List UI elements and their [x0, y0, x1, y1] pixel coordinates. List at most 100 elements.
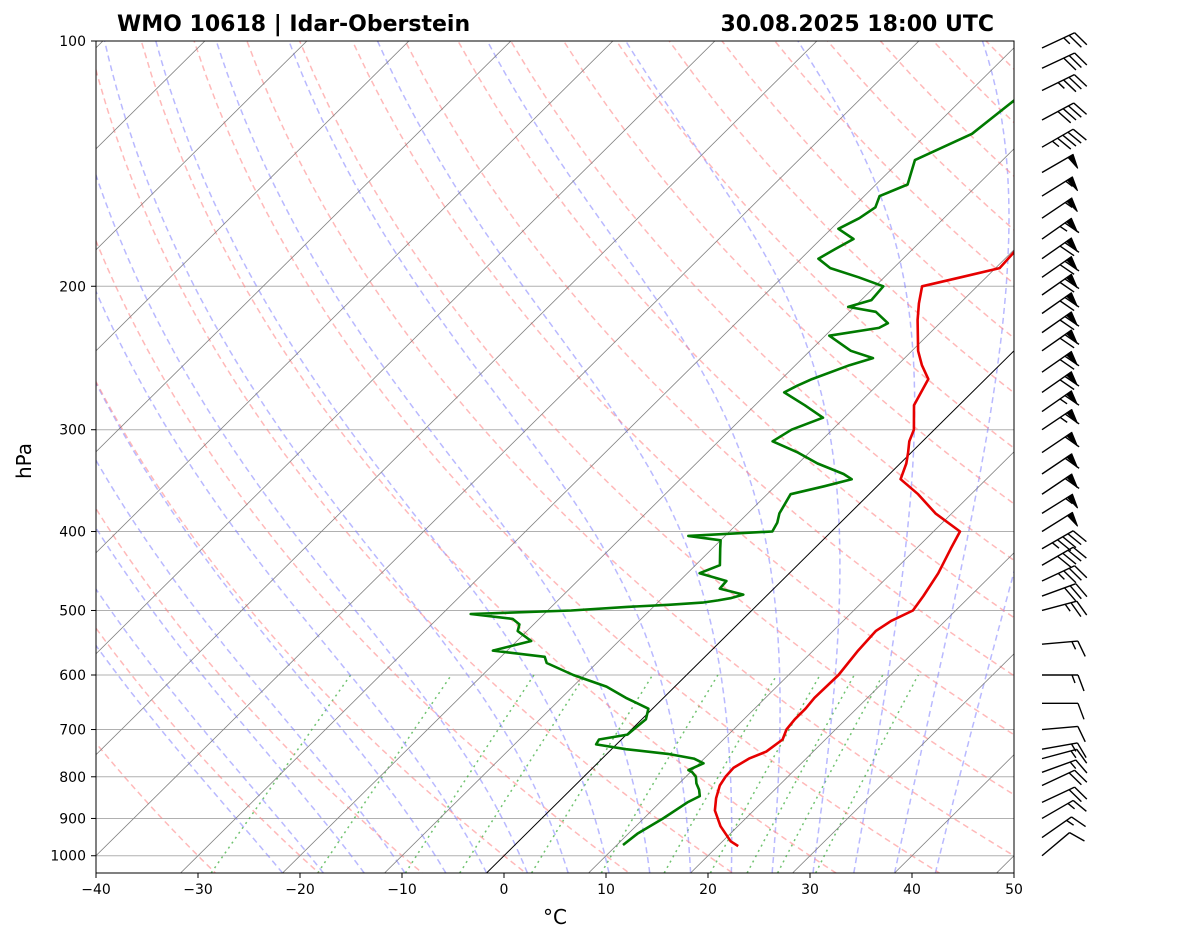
y-tick-label: 200 — [59, 279, 86, 295]
isotherm — [96, 41, 410, 352]
dry-adiabat — [96, 67, 734, 873]
moist-adiabats — [96, 41, 1014, 873]
x-tick-label: −40 — [81, 882, 111, 898]
dry-adiabat — [562, 41, 1014, 505]
mixing-ratio-line — [746, 674, 855, 873]
x-tick-label: 0 — [500, 882, 509, 898]
dewpoint-line — [469, 98, 1014, 847]
isotherm — [96, 41, 308, 251]
x-tick-label: 20 — [699, 882, 717, 898]
wind-barb — [1041, 273, 1080, 296]
x-tick-label: 50 — [1005, 882, 1023, 898]
moist-adiabat — [96, 458, 406, 873]
plot-frame — [95, 40, 1015, 874]
isotherm — [179, 47, 1014, 873]
wind-barb — [1041, 640, 1086, 657]
dry-adiabat — [509, 41, 1014, 562]
wind-barb — [1041, 769, 1088, 787]
wind-barb — [1041, 831, 1085, 857]
dry-adiabat — [96, 741, 217, 873]
wind-barb — [1041, 350, 1080, 373]
wind-barb — [1041, 153, 1079, 174]
y-tick-label: 700 — [59, 723, 86, 739]
wind-barb — [1041, 473, 1080, 495]
dry-adiabat — [96, 238, 631, 873]
isotherm — [96, 41, 614, 554]
isotherm — [791, 653, 1014, 873]
moist-adiabat — [155, 41, 610, 873]
wind-barb — [1041, 197, 1078, 219]
dry-adiabat — [96, 626, 320, 873]
wind-barb — [1041, 511, 1079, 533]
x-tick-label: 40 — [903, 882, 921, 898]
wind-barb — [1041, 408, 1080, 431]
wind-barb — [1041, 530, 1087, 552]
wind-barb — [1042, 674, 1085, 692]
dry-adiabat — [351, 41, 1014, 736]
wind-barb — [1041, 493, 1079, 514]
profile-lines — [469, 98, 1014, 848]
dry-adiabats — [96, 41, 1014, 873]
dry-adiabat — [615, 41, 1014, 449]
wind-barb — [1041, 255, 1080, 278]
chart-subtitle: 30.08.2025 18:00 UTC — [720, 12, 994, 37]
wind-barb — [1041, 600, 1088, 618]
dry-adiabat — [668, 41, 1014, 394]
x-axis-label: °C — [543, 905, 567, 929]
moist-adiabat — [96, 526, 365, 873]
dry-adiabat — [298, 41, 1014, 796]
y-tick-label: 600 — [59, 668, 86, 684]
moist-adiabat — [96, 587, 324, 873]
wind-barb — [1041, 390, 1080, 413]
x-tick-label: −10 — [387, 882, 417, 898]
isotherm — [281, 148, 1014, 873]
moist-adiabat — [797, 41, 916, 873]
wind-barb — [1041, 583, 1088, 602]
moist-adiabat — [215, 41, 651, 873]
wind-barb — [1041, 176, 1079, 197]
isotherm — [96, 41, 920, 857]
moist-adiabat — [96, 644, 284, 873]
y-tick-label: 500 — [59, 603, 86, 619]
moist-adiabat — [934, 568, 1014, 873]
zero-isotherm — [485, 350, 1014, 873]
moist-adiabat — [96, 172, 529, 873]
mixing-ratio-line — [404, 674, 535, 873]
dry-adiabat — [246, 41, 1014, 857]
wind-barb — [1041, 128, 1087, 150]
y-tick-label: 800 — [59, 770, 86, 786]
wind-barb — [1041, 217, 1080, 240]
moist-adiabat — [96, 289, 488, 873]
wind-barb — [1041, 32, 1088, 49]
wind-barb — [1041, 816, 1086, 839]
mixing-ratio-line — [600, 674, 719, 873]
x-tick-label: 30 — [801, 882, 819, 898]
wind-barb — [1041, 431, 1080, 454]
y-tick-label: 400 — [59, 525, 86, 541]
x-tick-label: −30 — [183, 882, 213, 898]
y-tick-label: 1000 — [50, 849, 86, 865]
x-tick-label: 10 — [597, 882, 615, 898]
dry-adiabat — [96, 507, 424, 873]
y-axis-ticks: 100 200 300 400 500 600 700 800 900 1000 — [50, 34, 96, 865]
y-tick-label: 900 — [59, 811, 86, 827]
y-tick-label: 300 — [59, 423, 86, 439]
dry-adiabat — [404, 41, 1014, 677]
wind-barb — [1041, 786, 1088, 804]
mixing-ratio-line — [709, 674, 821, 873]
isotherm — [587, 451, 1014, 873]
x-axis-ticks: −40 −30 −20 −10 0 10 20 30 40 50 — [81, 873, 1023, 898]
dry-adiabat — [457, 41, 1014, 619]
wind-barb — [1042, 702, 1085, 720]
wind-barb — [1041, 74, 1088, 93]
temperature-line — [713, 250, 1014, 848]
dry-adiabat — [193, 41, 941, 873]
isotherm — [96, 41, 818, 756]
dry-adiabat — [96, 380, 527, 873]
mixing-ratio-line — [459, 674, 586, 873]
chart-title: WMO 10618 | Idar-Oberstein — [117, 12, 470, 37]
wind-barb — [1041, 725, 1086, 743]
moist-adiabat — [625, 41, 841, 873]
isotherm — [96, 41, 512, 453]
